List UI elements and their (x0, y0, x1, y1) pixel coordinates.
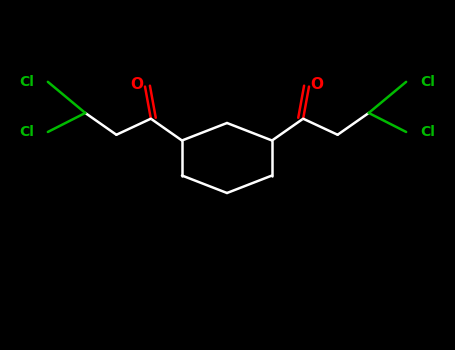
Text: Cl: Cl (420, 125, 435, 139)
Text: Cl: Cl (19, 75, 34, 89)
Text: Cl: Cl (19, 125, 34, 139)
Text: Cl: Cl (420, 75, 435, 89)
Text: O: O (310, 77, 324, 92)
Text: O: O (131, 77, 143, 92)
